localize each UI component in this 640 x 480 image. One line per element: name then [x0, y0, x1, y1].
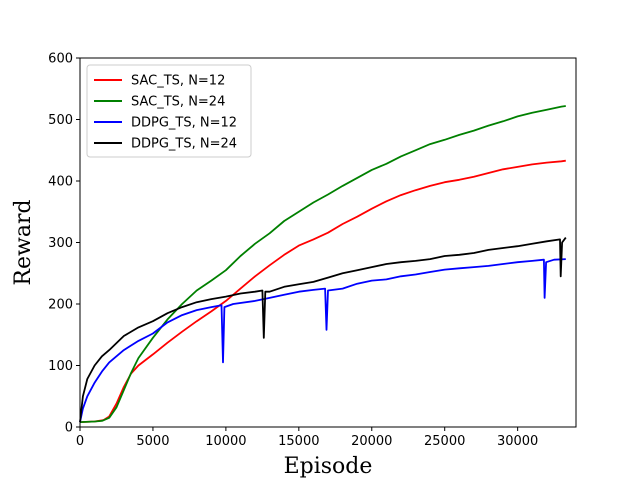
series-line-3: [79, 258, 566, 423]
y-tick-label: 200: [48, 298, 73, 313]
x-tick-label: 0: [76, 434, 84, 449]
series-line-1: [79, 159, 566, 423]
y-tick-label: 600: [48, 52, 73, 67]
legend-box: [86, 64, 252, 158]
y-tick-label: 500: [48, 113, 73, 128]
legend-label: SAC_TS, N=24: [131, 95, 225, 110]
legend-label: DDPG_TS, N=12: [131, 116, 237, 131]
y-tick-label: 0: [65, 421, 73, 436]
x-tick-label: 20000: [351, 434, 392, 449]
series-line-4: [79, 237, 567, 423]
x-axis: 0 5000 10000 15000 20000 25000 30000: [76, 427, 538, 449]
x-tick-label: 25000: [424, 434, 465, 449]
legend-label: SAC_TS, N=12: [131, 74, 225, 89]
x-tick-label: 15000: [278, 434, 319, 449]
y-axis: 0 100 200 300 400 500 600: [48, 52, 80, 436]
y-tick-label: 300: [48, 236, 73, 251]
plot-lines: [79, 105, 567, 423]
series-line-2: [79, 105, 566, 423]
y-tick-label: 400: [48, 175, 73, 190]
y-tick-label: 100: [48, 359, 73, 374]
x-tick-label: 30000: [497, 434, 538, 449]
x-tick-label: 5000: [136, 434, 169, 449]
y-axis-title: Reward: [11, 199, 36, 285]
legend-label: DDPG_TS, N=24: [131, 137, 237, 152]
x-axis-title: Episode: [284, 454, 373, 479]
x-tick-label: 10000: [205, 434, 246, 449]
legend: SAC_TS, N=12 SAC_TS, N=24 DDPG_TS, N=12 DDP…: [86, 64, 252, 158]
